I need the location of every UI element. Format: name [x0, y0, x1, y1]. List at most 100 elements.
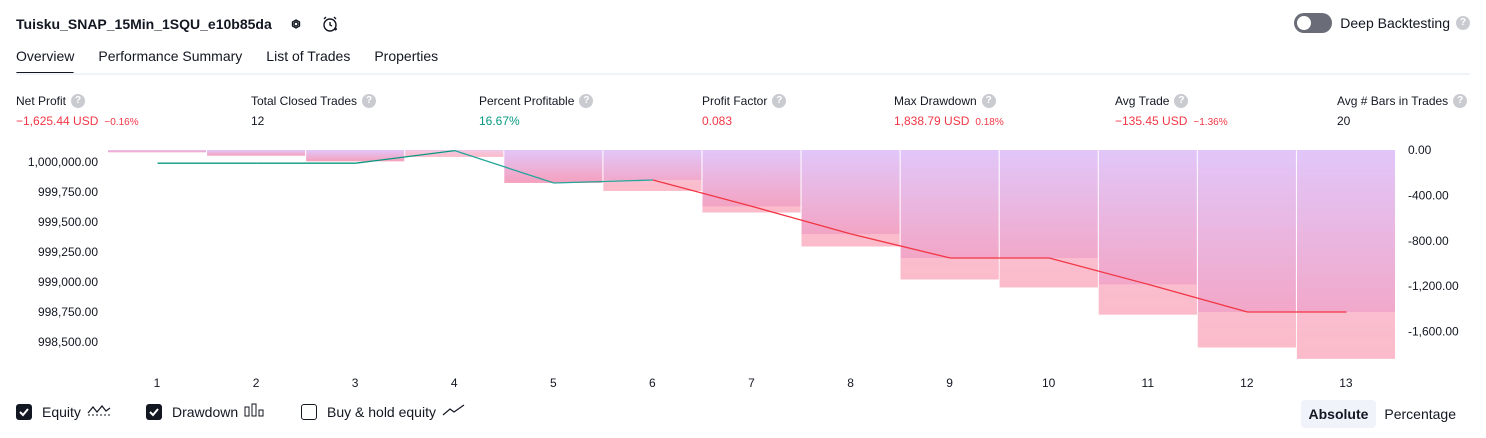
- metric-label: Profit Factor: [702, 94, 768, 108]
- tab-list-of-trades[interactable]: List of Trades: [266, 48, 351, 64]
- drawdown-loss-area: [999, 258, 1098, 288]
- x-axis-tick: 7: [748, 376, 755, 390]
- equity-line-icon: [87, 403, 111, 420]
- drawdown-label: Drawdown: [172, 403, 239, 420]
- help-icon[interactable]: ?: [579, 94, 594, 108]
- metric-value: 16.67%: [479, 114, 520, 128]
- drawdown-loss-area: [1296, 312, 1395, 359]
- drawdown-loss-area: [801, 234, 900, 247]
- drawdown-bar[interactable]: [702, 150, 801, 213]
- buy-hold-line-icon: [442, 403, 466, 420]
- deep-backtesting-toggle[interactable]: [1294, 13, 1333, 33]
- help-icon[interactable]: ?: [1174, 94, 1189, 108]
- strategy-title: Tuisku_SNAP_15Min_1SQU_e10b85da: [16, 16, 272, 32]
- left-axis-tick: 998,750.00: [38, 305, 98, 319]
- equity-line-segment: [1049, 257, 1149, 286]
- deep-backtesting-label: Deep Backtesting: [1340, 15, 1450, 31]
- drawdown-bar[interactable]: [504, 150, 603, 183]
- tab-properties[interactable]: Properties: [374, 48, 439, 64]
- equity-drawdown-chart[interactable]: 1,000,000.00 999,750.00 999,500.00 999,250.…: [0, 140, 1486, 395]
- help-icon[interactable]: ?: [1453, 94, 1468, 108]
- x-axis-tick: 1: [154, 376, 161, 390]
- scale-toggle: Absolute Percentage: [1300, 400, 1465, 428]
- equity-line-segment: [355, 149, 455, 164]
- metric-value: 0.083: [702, 114, 733, 128]
- equity-checkbox[interactable]: [16, 403, 32, 420]
- metric-label: Percent Profitable: [479, 94, 575, 108]
- drawdown-loss-area: [1098, 284, 1197, 315]
- metric-avg-bars-in-trades: Avg # Bars in Trades? 20: [1337, 94, 1468, 128]
- equity-line-segment: [652, 179, 753, 208]
- x-axis-tick: 13: [1339, 376, 1353, 390]
- metric-percent-profitable: Percent Profitable? 16.67%: [479, 94, 594, 128]
- metric-profit-factor: Profit Factor? 0.083: [702, 94, 787, 128]
- metric-label: Net Profit: [16, 94, 67, 108]
- metric-label: Avg # Bars in Trades: [1337, 94, 1449, 108]
- legend-drawdown[interactable]: Drawdown: [146, 403, 266, 420]
- help-icon[interactable]: ?: [362, 94, 377, 108]
- help-icon[interactable]: ?: [981, 94, 996, 108]
- right-axis-tick: -800.00: [1408, 234, 1449, 248]
- tab-overview[interactable]: Overview: [16, 48, 75, 75]
- x-axis-tick: 4: [451, 376, 458, 390]
- drawdown-bar[interactable]: [207, 150, 306, 156]
- x-axis-tick: 3: [352, 376, 359, 390]
- legend-equity[interactable]: Equity: [16, 403, 111, 420]
- add-alert-clock-icon[interactable]: [320, 14, 340, 34]
- help-icon[interactable]: ?: [1456, 16, 1470, 30]
- report-header: Tuisku_SNAP_15Min_1SQU_e10b85da: [16, 14, 340, 34]
- x-axis-tick: 6: [649, 376, 656, 390]
- metric-value: −1,625.44 USD: [16, 114, 99, 128]
- drawdown-loss-area: [405, 150, 504, 157]
- left-axis-tick: 1,000,000.00: [28, 155, 98, 169]
- x-axis-tick: 11: [1142, 376, 1155, 390]
- x-axis-tick: 12: [1240, 376, 1254, 390]
- drawdown-loss-area: [702, 206, 801, 213]
- report-tabs: Overview Performance Summary List of Tra…: [16, 48, 462, 75]
- metric-percent: −1.36%: [1193, 117, 1228, 128]
- x-axis-tick: 9: [946, 376, 953, 390]
- buy-hold-checkbox[interactable]: [301, 403, 317, 420]
- x-axis-tick: 10: [1042, 376, 1056, 390]
- legend-buy-hold[interactable]: Buy & hold equity: [301, 403, 466, 420]
- metric-label: Avg Trade: [1115, 94, 1170, 108]
- tab-performance-summary[interactable]: Performance Summary: [98, 48, 243, 64]
- drawdown-bar[interactable]: [801, 150, 900, 247]
- left-axis-tick: 999,750.00: [38, 185, 98, 199]
- x-axis-tick: 8: [847, 376, 854, 390]
- metric-percent: −0.16%: [104, 117, 139, 128]
- drawdown-loss-area: [603, 180, 702, 191]
- metric-total-closed-trades: Total Closed Trades? 12: [251, 94, 377, 128]
- percentage-button[interactable]: Percentage: [1384, 406, 1456, 422]
- drawdown-bar[interactable]: [108, 150, 207, 153]
- left-axis-tick: 998,500.00: [38, 335, 98, 349]
- settings-gear-icon[interactable]: [286, 14, 306, 34]
- buy-hold-label: Buy & hold equity: [327, 403, 436, 420]
- metric-net-profit: Net Profit? −1,625.44 USD −0.16%: [16, 94, 139, 128]
- absolute-button[interactable]: Absolute: [1300, 400, 1377, 428]
- left-axis-tick: 999,500.00: [38, 215, 98, 229]
- x-axis-tick: 5: [550, 376, 557, 390]
- equity-line-segment: [751, 205, 852, 235]
- equity-label: Equity: [42, 403, 81, 420]
- right-axis-tick: 0.00: [1408, 143, 1432, 157]
- metric-value: 12: [251, 114, 265, 128]
- metric-value: −135.45 USD: [1115, 114, 1188, 128]
- equity-line-segment: [454, 149, 555, 184]
- right-axis-tick: -1,200.00: [1408, 279, 1459, 293]
- metric-percent: 0.18%: [975, 117, 1004, 128]
- help-icon[interactable]: ?: [772, 94, 787, 108]
- right-axis-tick: -1,600.00: [1408, 325, 1459, 339]
- left-axis-tick: 999,000.00: [38, 275, 98, 289]
- tabs-divider: [16, 73, 1470, 75]
- drawdown-checkbox[interactable]: [146, 403, 162, 420]
- help-icon[interactable]: ?: [71, 94, 86, 108]
- drawdown-loss-area: [1197, 312, 1296, 348]
- drawdown-loss-area: [900, 258, 999, 280]
- metric-max-drawdown: Max Drawdown? 1,838.79 USD 0.18%: [894, 94, 1004, 128]
- equity-line-segment: [1148, 283, 1248, 313]
- right-axis-tick: -400.00: [1408, 188, 1449, 202]
- metric-avg-trade: Avg Trade? −135.45 USD −1.36%: [1115, 94, 1228, 128]
- metric-label: Total Closed Trades: [251, 94, 358, 108]
- drawdown-bar[interactable]: [306, 150, 405, 162]
